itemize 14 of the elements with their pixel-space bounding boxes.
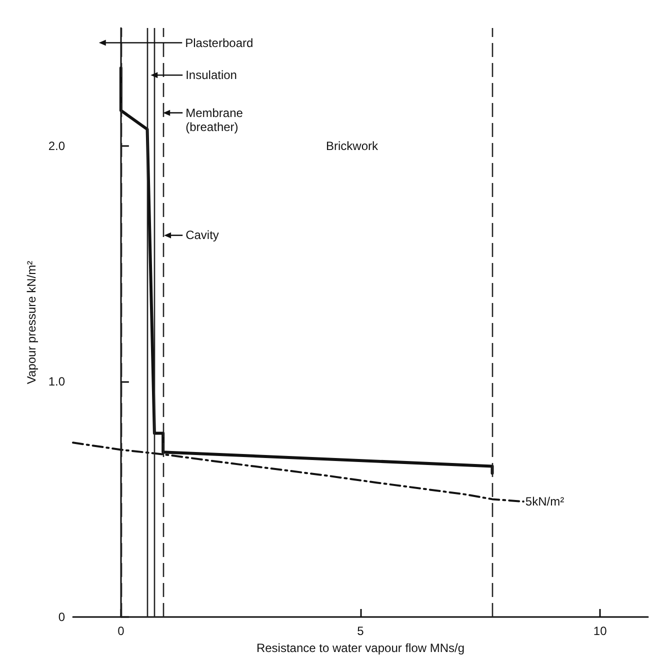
annotation: Insulation (186, 68, 238, 82)
annotation: Plasterboard (185, 36, 254, 50)
series-label: 5kN/m² (525, 494, 564, 509)
annotation: Membrane (breather) (186, 106, 244, 134)
y-axis-title: Vapour pressure kN/m² (24, 260, 38, 384)
x-tick-label: 5 (357, 624, 364, 638)
x-axis-title: Resistance to water vapour flow MNs/g (256, 640, 465, 655)
annotation: Cavity (186, 228, 220, 242)
y-tick-label: 2.0 (48, 138, 66, 153)
y-tick-label: 0 (58, 610, 66, 624)
x-tick-label: 10 (593, 624, 608, 638)
annotation: Brickwork (326, 138, 378, 153)
y-tick-label: 1.0 (48, 374, 66, 388)
x-tick-label: 0 (118, 624, 125, 638)
